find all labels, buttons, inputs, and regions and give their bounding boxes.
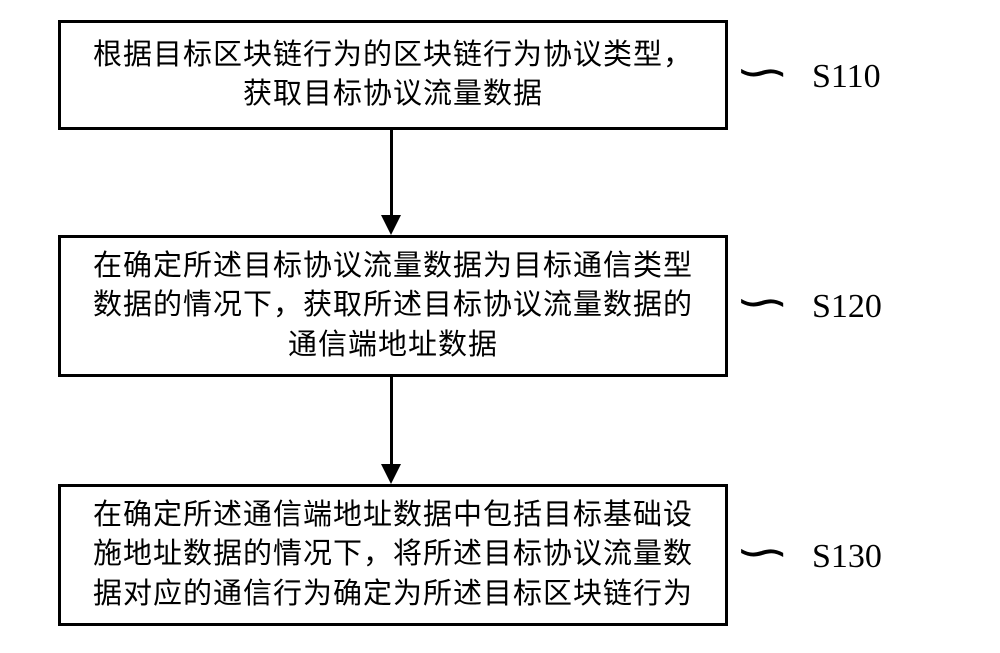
- step-label-s120: S120: [812, 288, 882, 326]
- connector-tilde-s120: ∽: [734, 274, 790, 330]
- arrow-s120-s130-head: [381, 464, 401, 484]
- arrow-s110-s120-shaft: [390, 130, 393, 215]
- step-label-s110: S110: [812, 58, 881, 96]
- flow-node-s120: 在确定所述目标协议流量数据为目标通信类型数据的情况下，获取所述目标协议流量数据的…: [58, 235, 728, 377]
- flowchart-canvas: 根据目标区块链行为的区块链行为协议类型，获取目标协议流量数据 ∽ S110 在确…: [0, 0, 1000, 653]
- flow-node-s110-text: 根据目标区块链行为的区块链行为协议类型，获取目标协议流量数据: [79, 36, 707, 114]
- flow-node-s130: 在确定所述通信端地址数据中包括目标基础设施地址数据的情况下，将所述目标协议流量数…: [58, 484, 728, 626]
- connector-tilde-s130: ∽: [734, 524, 790, 580]
- flow-node-s130-text: 在确定所述通信端地址数据中包括目标基础设施地址数据的情况下，将所述目标协议流量数…: [79, 496, 707, 613]
- flow-node-s110: 根据目标区块链行为的区块链行为协议类型，获取目标协议流量数据: [58, 20, 728, 130]
- connector-tilde-s110: ∽: [734, 44, 790, 100]
- arrow-s120-s130-shaft: [390, 377, 393, 464]
- flow-node-s120-text: 在确定所述目标协议流量数据为目标通信类型数据的情况下，获取所述目标协议流量数据的…: [79, 247, 707, 364]
- arrow-s110-s120-head: [381, 215, 401, 235]
- step-label-s130: S130: [812, 538, 882, 576]
